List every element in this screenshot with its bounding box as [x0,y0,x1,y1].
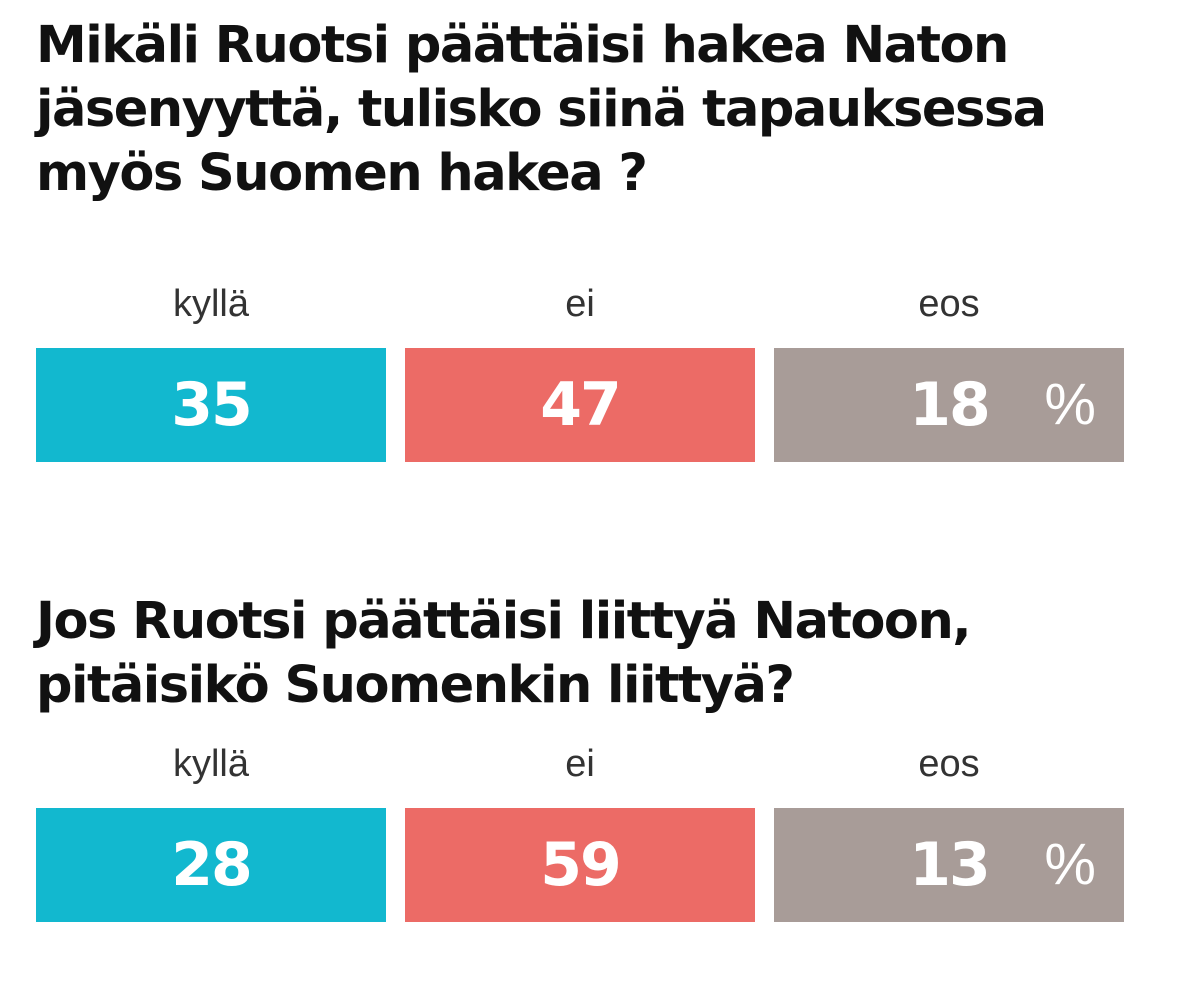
question-1-title: Mikäli Ruotsi päättäisi hakea Naton jäse… [36,16,1047,203]
q2-percent-unit: % [1044,832,1096,897]
q1-value-kylla: 35 [171,370,253,440]
q1-bar-ei: 47 [405,348,755,462]
q1-value-ei: 47 [540,370,622,440]
question-2-title: Jos Ruotsi päättäisi liittyä Natoon, pit… [36,592,972,715]
q2-label-ei: ei [565,743,595,785]
q2-label-kylla: kyllä [172,743,250,785]
q1-bar-kylla: 35 [36,348,386,462]
q2-bar-kylla: 28 [36,808,386,922]
q2-bar-eos: 13 % [774,808,1124,922]
q1-percent-unit: % [1044,372,1096,437]
q1-bar-eos: 18 % [774,348,1124,462]
q2-value-ei: 59 [540,830,622,900]
q2-label-eos: eos [918,743,980,785]
q2-value-kylla: 28 [171,830,253,900]
q1-label-kylla: kyllä [172,283,250,325]
q1-label-ei: ei [565,283,595,325]
q1-label-eos: eos [918,283,980,325]
q2-value-eos: 13 [909,830,991,900]
q1-value-eos: 18 [909,370,991,440]
q2-bar-ei: 59 [405,808,755,922]
